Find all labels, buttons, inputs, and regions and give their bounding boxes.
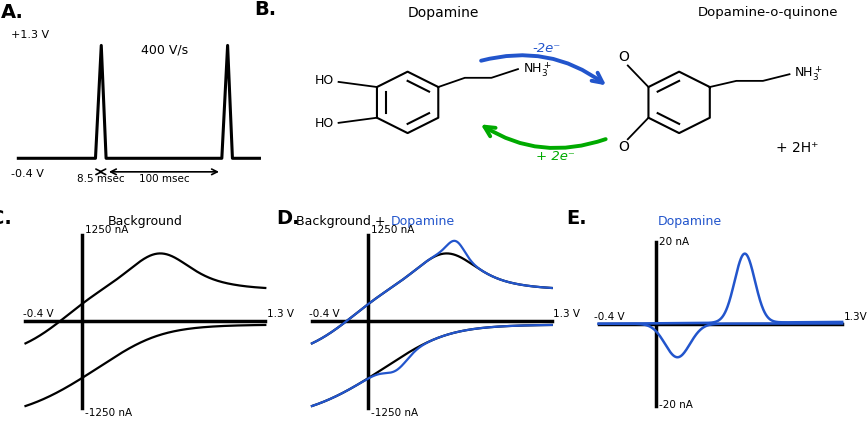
Text: A.: A. [1, 3, 23, 22]
Text: 20 nA: 20 nA [659, 237, 689, 247]
Text: + 2e⁻: + 2e⁻ [536, 150, 575, 163]
Text: 1.3 V: 1.3 V [553, 309, 580, 319]
Text: D.: D. [277, 209, 300, 228]
Text: -1250 nA: -1250 nA [85, 408, 132, 418]
Text: Background +: Background + [296, 215, 390, 228]
Text: -1250 nA: -1250 nA [372, 408, 418, 418]
Text: NH$_3^+$: NH$_3^+$ [523, 60, 551, 79]
Text: 1.3 V: 1.3 V [266, 309, 293, 319]
Text: Dopamine: Dopamine [391, 215, 455, 228]
Text: 1250 nA: 1250 nA [372, 225, 415, 235]
Text: -0.4 V: -0.4 V [11, 169, 44, 179]
Text: O: O [618, 50, 629, 64]
Text: -0.4 V: -0.4 V [23, 309, 53, 319]
Text: 100 msec: 100 msec [139, 174, 189, 184]
Text: B.: B. [254, 0, 276, 19]
Text: E.: E. [566, 209, 587, 228]
Text: -20 nA: -20 nA [659, 400, 693, 410]
Text: HO: HO [315, 117, 334, 130]
Text: Background: Background [108, 215, 183, 228]
Text: Dopamine: Dopamine [407, 6, 479, 20]
Text: + 2H⁺: + 2H⁺ [776, 141, 819, 156]
Text: O: O [618, 141, 629, 154]
Text: NH$_3^+$: NH$_3^+$ [794, 64, 823, 83]
Text: 8.5 msec: 8.5 msec [77, 174, 125, 184]
Text: Dopamine: Dopamine [657, 215, 721, 228]
Text: C.: C. [0, 209, 12, 228]
Text: 1250 nA: 1250 nA [85, 225, 128, 235]
Text: +1.3 V: +1.3 V [11, 30, 49, 40]
Text: HO: HO [315, 74, 334, 87]
Text: -2e⁻: -2e⁻ [532, 42, 561, 55]
Text: -0.4 V: -0.4 V [595, 312, 625, 322]
Text: Dopamine-o-quinone: Dopamine-o-quinone [697, 6, 838, 19]
Text: 1.3V: 1.3V [844, 312, 867, 322]
Text: -0.4 V: -0.4 V [309, 309, 339, 319]
Text: 400 V/s: 400 V/s [141, 43, 188, 56]
